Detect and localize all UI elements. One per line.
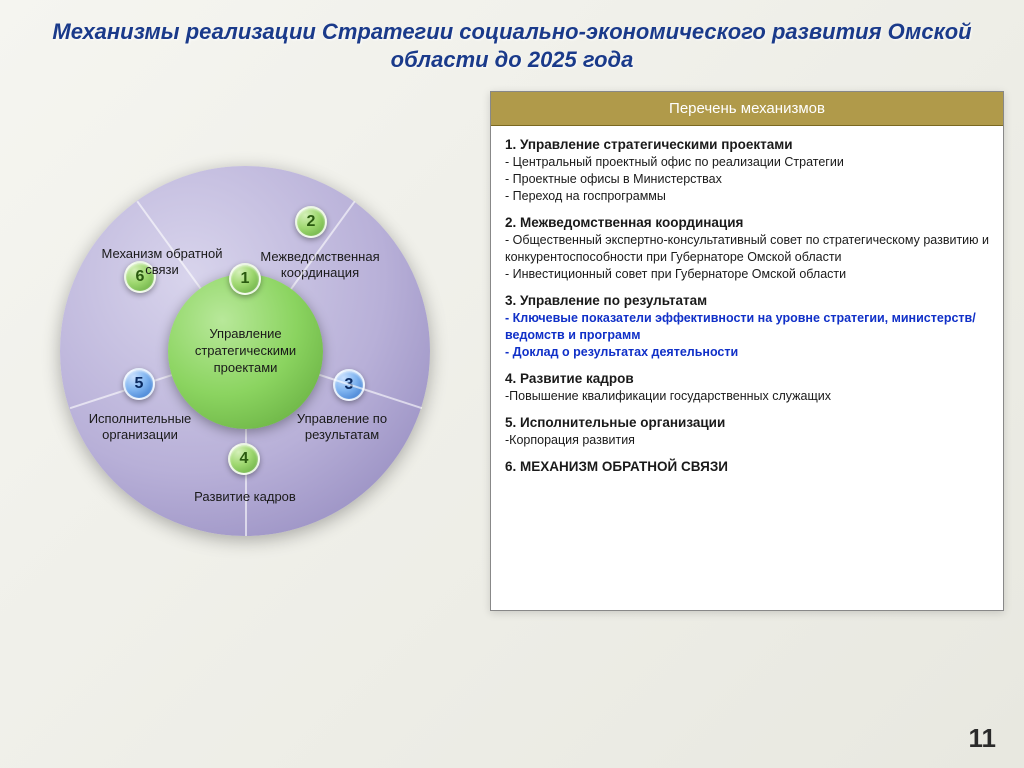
mechanism-sub: -Корпорация развития: [505, 432, 989, 449]
mechanism-title: 2. Межведомственная координация: [505, 214, 989, 232]
mechanism-item: 4. Развитие кадров-Повышение квалификаци…: [505, 370, 989, 405]
mechanism-item: 6. МЕХАНИЗМ ОБРАТНОЙ СВЯЗИ: [505, 458, 989, 476]
page-title: Механизмы реализации Стратегии социально…: [0, 0, 1024, 81]
mechanism-wheel: 2Межведомственная координация3Управление…: [20, 91, 470, 611]
panel-body: 1. Управление стратегическими проектами-…: [491, 126, 1003, 497]
segment-label-6: Механизм обратной связи: [92, 246, 232, 279]
mechanism-item: 5. Исполнительные организации-Корпорация…: [505, 414, 989, 449]
segment-label-5: Исполнительные организации: [70, 411, 210, 444]
mechanism-sub: - Переход на госпрограммы: [505, 188, 989, 205]
segment-badge-5: 5: [123, 368, 155, 400]
mechanism-title: 5. Исполнительные организации: [505, 414, 989, 432]
mechanism-item: 1. Управление стратегическими проектами-…: [505, 136, 989, 205]
mechanism-sub: - Проектные офисы в Министерствах: [505, 171, 989, 188]
mechanism-item: 2. Межведомственная координация- Обществ…: [505, 214, 989, 283]
center-label: Управление стратегическими проектами: [168, 326, 323, 377]
panel-header: Перечень механизмов: [491, 92, 1003, 126]
mechanism-list-panel: Перечень механизмов 1. Управление страте…: [490, 91, 1004, 611]
mechanism-sub: - Доклад о результатах деятельности: [505, 344, 989, 361]
mechanism-title: 4. Развитие кадров: [505, 370, 989, 388]
mechanism-sub: - Ключевые показатели эффективности на у…: [505, 310, 989, 344]
segment-badge-2: 2: [295, 206, 327, 238]
segment-badge-1: 1: [229, 263, 261, 295]
inner-circle: Управление стратегическими проектами: [168, 274, 323, 429]
mechanism-title: 3. Управление по результатам: [505, 292, 989, 310]
segment-label-2: Межведомственная координация: [250, 249, 390, 282]
mechanism-title: 6. МЕХАНИЗМ ОБРАТНОЙ СВЯЗИ: [505, 458, 989, 476]
segment-label-4: Развитие кадров: [175, 489, 315, 505]
segment-badge-4: 4: [228, 443, 260, 475]
segment-label-3: Управление по результатам: [272, 411, 412, 444]
mechanism-sub: - Общественный экспертно-консультативный…: [505, 232, 989, 266]
mechanism-title: 1. Управление стратегическими проектами: [505, 136, 989, 154]
page-number: 11: [969, 723, 997, 754]
mechanism-sub: -Повышение квалификации государственных …: [505, 388, 989, 405]
content-row: 2Межведомственная координация3Управление…: [0, 81, 1024, 611]
mechanism-sub: - Центральный проектный офис по реализац…: [505, 154, 989, 171]
mechanism-sub: - Инвестиционный совет при Губернаторе О…: [505, 266, 989, 283]
mechanism-item: 3. Управление по результатам- Ключевые п…: [505, 292, 989, 361]
